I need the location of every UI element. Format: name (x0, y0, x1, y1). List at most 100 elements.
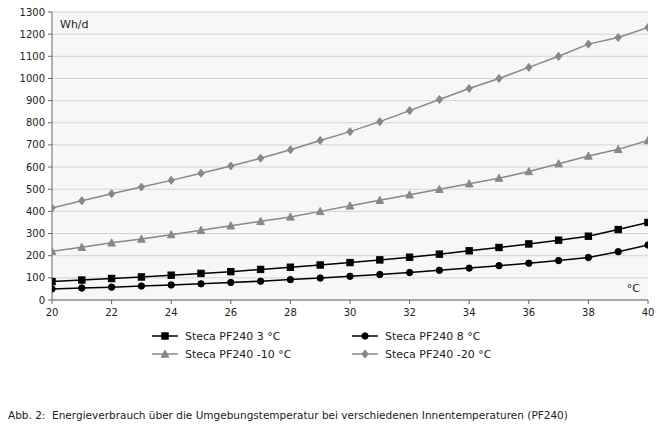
x-tick-label: 20 (46, 307, 59, 318)
point (197, 226, 205, 233)
point (466, 248, 472, 254)
series-line (52, 222, 648, 281)
x-tick (52, 300, 53, 304)
point (78, 243, 86, 250)
point (644, 136, 648, 143)
point (466, 84, 472, 92)
point (52, 286, 55, 292)
x-tick-label: 38 (582, 307, 595, 318)
point (257, 266, 263, 272)
point (108, 284, 114, 290)
legend-label: Steca PF240 -20 °C (385, 348, 492, 361)
y-tick-label: 300 (26, 228, 45, 239)
point (346, 202, 354, 209)
point (614, 145, 622, 152)
point (465, 180, 473, 187)
point (347, 273, 353, 279)
legend: Steca PF240 3 °C Steca PF240 8 °C Steca PF… (152, 330, 492, 361)
point (645, 219, 648, 225)
point (525, 168, 533, 175)
point (555, 52, 561, 60)
plot-area (52, 12, 648, 300)
grid-line (52, 144, 648, 145)
grid-line (52, 211, 648, 212)
point (317, 275, 323, 281)
y-tick (48, 144, 52, 145)
series-line (52, 28, 648, 209)
point (496, 262, 502, 268)
point (317, 136, 323, 144)
legend-label: Steca PF240 8 °C (385, 330, 481, 343)
point (436, 185, 444, 192)
x-tick-label: 24 (165, 307, 178, 318)
series-group (52, 24, 648, 293)
grid-line (52, 300, 648, 301)
y-tick (48, 56, 52, 57)
point (79, 277, 85, 283)
point (168, 176, 174, 184)
x-tick-label: 26 (224, 307, 237, 318)
legend-marker (162, 333, 168, 339)
point (495, 174, 503, 181)
grid-line (52, 12, 648, 13)
y-tick-label: 1300 (20, 7, 45, 18)
legend-label: Steca PF240 -10 °C (185, 348, 292, 361)
grid-line (52, 100, 648, 101)
point (52, 278, 55, 284)
y-tick-label: 0 (39, 295, 45, 306)
grid-line (52, 255, 648, 256)
legend-label: Steca PF240 3 °C (185, 330, 281, 343)
x-tick (111, 300, 112, 304)
point (436, 96, 442, 104)
y-tick (48, 34, 52, 35)
y-tick-label: 1200 (20, 29, 45, 40)
legend-marker (362, 333, 368, 339)
point (347, 128, 353, 136)
x-axis (52, 300, 648, 301)
point (526, 241, 532, 247)
x-tick (290, 300, 291, 304)
point (615, 33, 621, 41)
series-line (52, 140, 648, 251)
y-tick-label: 900 (26, 95, 45, 106)
point (645, 242, 648, 248)
point (138, 183, 144, 191)
chart: 0100200300400500600700800900100011001200… (0, 0, 664, 429)
y-tick-label: 800 (26, 117, 45, 128)
point (138, 274, 144, 280)
point (377, 257, 383, 263)
y-tick (48, 78, 52, 79)
x-label: °C (627, 282, 641, 295)
point (52, 204, 55, 212)
title: Abb. 2: Energieverbrauch über die Umgebu… (8, 409, 568, 421)
point (198, 281, 204, 287)
y-tick (48, 100, 52, 101)
point (287, 146, 293, 154)
x-tick (528, 300, 529, 304)
x-tick-label: 34 (463, 307, 476, 318)
y-tick-label: 1000 (20, 73, 45, 84)
point (526, 260, 532, 266)
y-tick-label: 200 (26, 250, 45, 261)
grid (52, 12, 648, 300)
y-tick (48, 233, 52, 234)
point (168, 282, 174, 288)
point (257, 154, 263, 162)
point (585, 233, 591, 239)
point (287, 213, 295, 220)
y-tick (48, 167, 52, 168)
series-line (52, 245, 648, 289)
point (555, 257, 561, 263)
legend-marker (362, 350, 368, 358)
x-tick (648, 300, 649, 304)
y-tick (48, 12, 52, 13)
point (167, 231, 175, 238)
y-tick (48, 211, 52, 212)
x-tick (230, 300, 231, 304)
point (377, 271, 383, 277)
y-tick-label: 1100 (20, 51, 45, 62)
y-tick-label: 700 (26, 139, 45, 150)
x-tick-label: 40 (642, 307, 655, 318)
point (406, 269, 412, 275)
x-tick-label: 22 (105, 307, 118, 318)
